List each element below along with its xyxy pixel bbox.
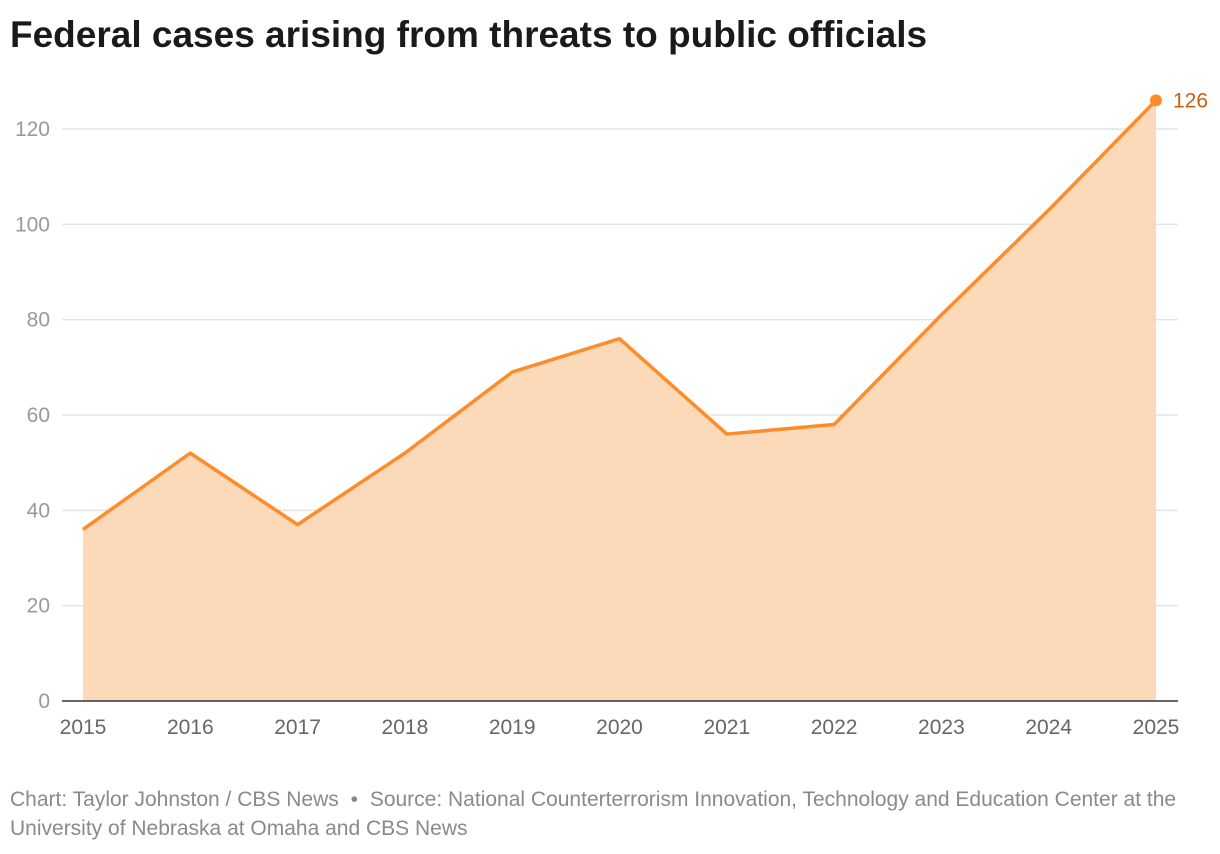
x-tick-label: 2017: [274, 716, 321, 739]
y-tick-label: 80: [27, 309, 50, 332]
x-tick-label: 2016: [167, 716, 214, 739]
source: Source: National Counterterrorism Innova…: [10, 788, 1177, 840]
y-tick-label: 100: [15, 213, 50, 236]
x-tick-label: 2018: [382, 716, 429, 739]
y-tick-label: 20: [27, 595, 50, 618]
x-tick-label: 2020: [596, 716, 643, 739]
chart-title: Federal cases arising from threats to pu…: [10, 14, 928, 55]
y-tick-label: 120: [15, 118, 50, 141]
x-tick-label: 2024: [1025, 716, 1072, 739]
y-tick-label: 0: [38, 690, 50, 713]
x-tick-label: 2023: [918, 716, 965, 739]
area-fill: [83, 100, 1156, 701]
end-point-marker: [1150, 94, 1162, 107]
credit: Chart: Taylor Johnston / CBS News: [10, 788, 339, 811]
end-value-label: 126: [1173, 89, 1208, 112]
separator: •: [350, 788, 358, 811]
y-tick-label: 40: [27, 499, 50, 522]
x-tick-label: 2019: [489, 716, 536, 739]
x-tick-label: 2015: [60, 716, 107, 739]
x-tick-label: 2025: [1133, 716, 1180, 739]
y-tick-label: 60: [27, 404, 50, 427]
x-tick-label: 2021: [703, 716, 750, 739]
series-line: [81, 99, 1158, 531]
x-tick-label: 2022: [811, 716, 858, 739]
chart-footer: Chart: Taylor Johnston / CBS News • Sour…: [10, 785, 1210, 843]
